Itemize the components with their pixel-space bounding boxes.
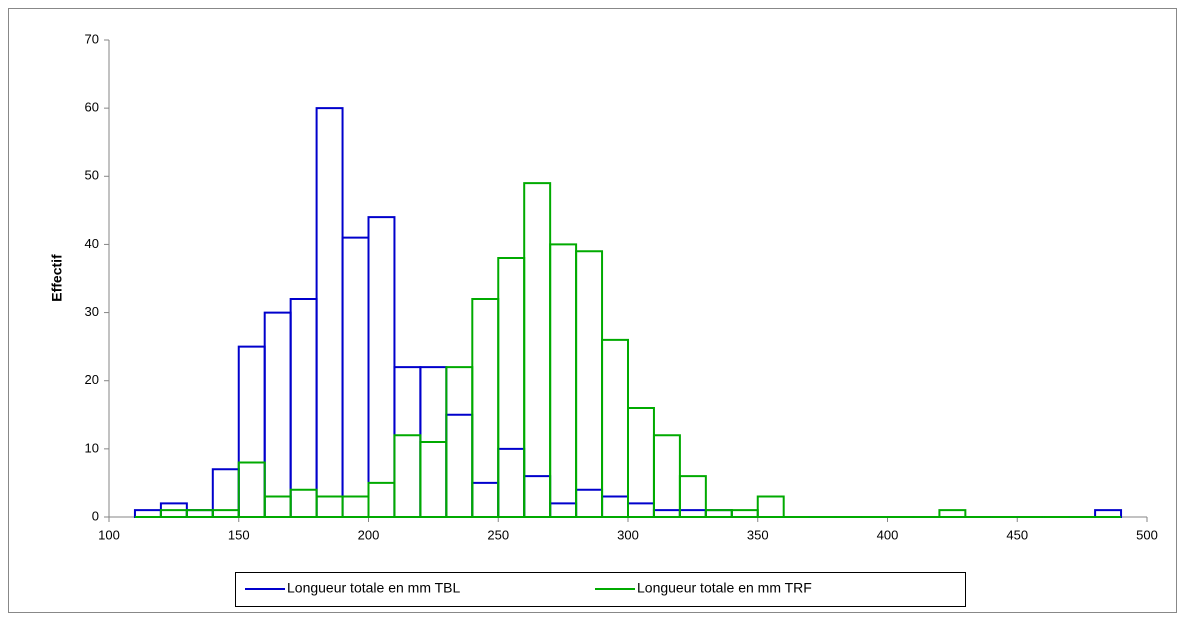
x-tick-label: 450 [1006,527,1028,542]
y-tick-label: 40 [85,236,99,251]
y-tick-label: 70 [85,31,99,46]
bar [237,461,266,518]
y-tick-label: 0 [92,508,99,523]
bar [393,434,422,518]
y-axis-label: Effectif [49,254,65,302]
x-tick-label: 250 [487,527,509,542]
y-tick-label: 60 [85,100,99,115]
bar [601,338,629,518]
x-tick-label: 300 [617,527,639,542]
y-tick-label: 50 [85,168,99,183]
x-tick-label: 400 [877,527,899,542]
bar [678,475,707,518]
y-tick-label: 10 [85,440,99,455]
x-tick-label: 200 [358,527,380,542]
x-tick-label: 100 [98,527,120,542]
bar [289,488,318,518]
x-tick-label: 150 [228,527,250,542]
bar [549,243,578,518]
y-tick-label: 20 [85,372,99,387]
x-tick-label: 500 [1136,527,1158,542]
bar [575,250,604,518]
chart-border [8,8,1177,613]
bar [652,434,681,518]
bar [523,182,552,518]
bar [756,495,785,518]
y-tick-label: 30 [85,304,99,319]
legend-label: Longueur totale en mm TRF [637,580,812,596]
bar [938,509,967,518]
bar [627,406,655,518]
x-tick-label: 350 [747,527,769,542]
legend-label: Longueur totale en mm TBL [287,580,461,596]
